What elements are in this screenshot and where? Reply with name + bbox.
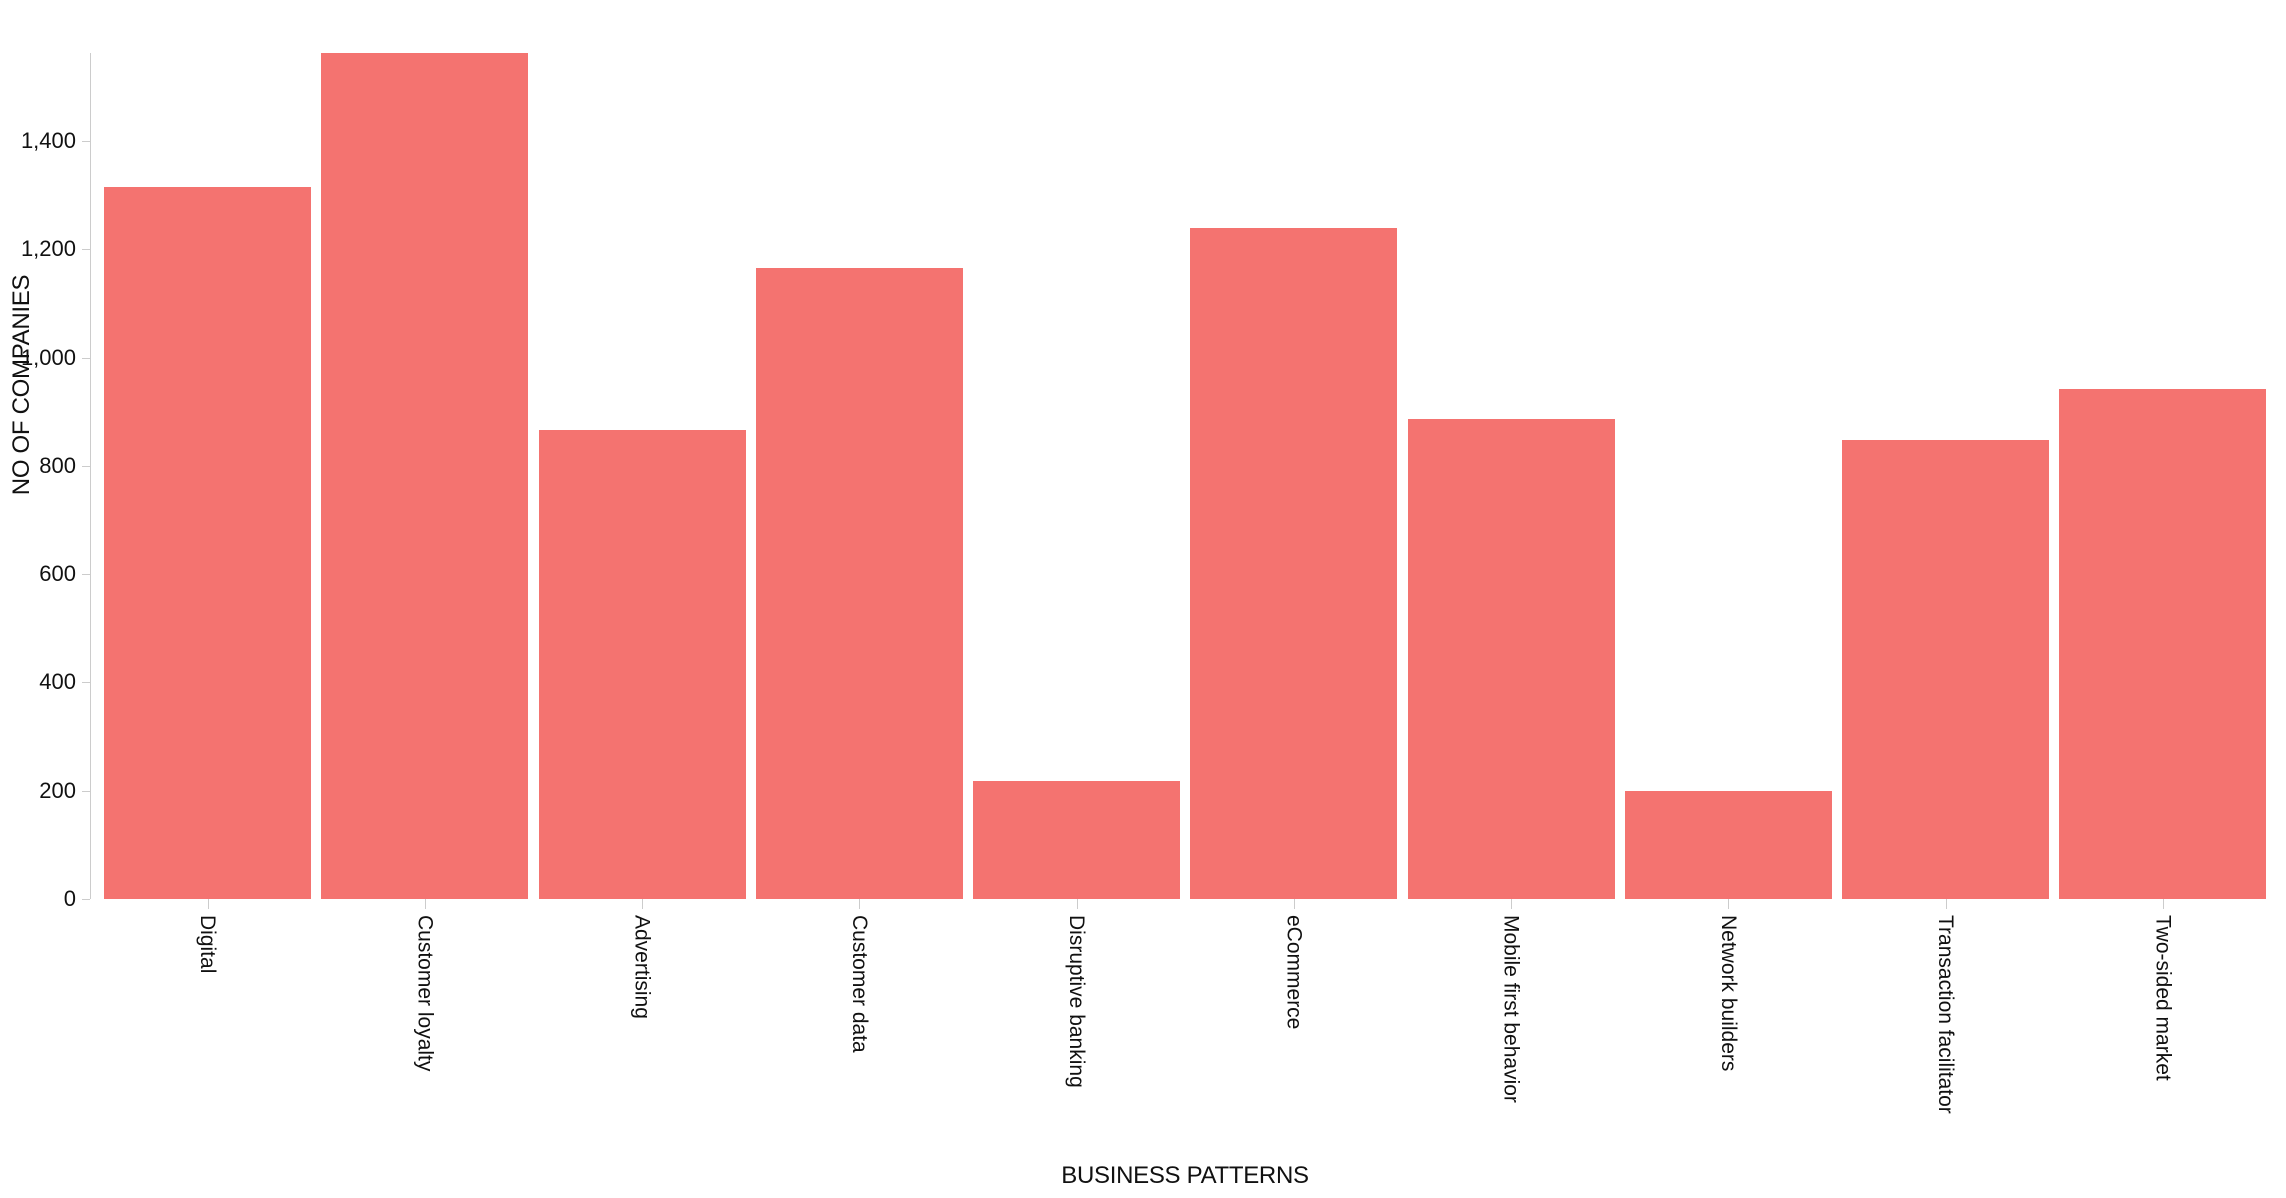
bar (973, 781, 1180, 899)
y-tick-label: 800 (39, 452, 76, 478)
bar (2059, 389, 2267, 899)
x-tick-mark (424, 899, 426, 909)
y-tick-mark (82, 249, 90, 251)
x-tick-mark (1728, 899, 1730, 909)
y-tick-mark (82, 790, 90, 792)
x-category-label: Advertising (630, 915, 654, 1019)
y-tick-mark (82, 357, 90, 359)
y-tick-label: 1,000 (20, 344, 76, 370)
x-tick-mark (1511, 899, 1512, 909)
x-tick-mark (859, 899, 861, 909)
x-category-label: eCommerce (1282, 915, 1306, 1030)
bar (1624, 790, 1832, 899)
y-tick-label: 1,400 (20, 128, 76, 154)
y-tick-label: 600 (39, 561, 76, 587)
bar (1842, 440, 2049, 899)
x-tick-mark (1945, 899, 1947, 909)
x-category-label: Transaction facilitator (1934, 915, 1957, 1114)
x-category-label: Two-sided market (2151, 915, 2175, 1081)
y-tick-mark (82, 574, 90, 576)
bar (1407, 418, 1615, 899)
bar (321, 53, 529, 899)
y-tick-label: 1,200 (20, 236, 76, 262)
bar (538, 430, 746, 899)
y-axis-domain-line (90, 53, 91, 899)
x-category-label: Mobile first behavior (1499, 915, 1523, 1103)
bar (104, 186, 311, 899)
y-tick-mark (82, 141, 90, 143)
x-category-label: Customer loyalty (413, 915, 437, 1072)
bar (755, 267, 963, 899)
x-tick-mark (207, 899, 209, 909)
x-axis-title: BUSINESS PATTERNS (1061, 1162, 1309, 1189)
x-category-label: Disruptive banking (1065, 915, 1088, 1088)
y-tick-mark (82, 465, 90, 467)
y-axis-title: NO OF COMPANIES (8, 274, 35, 496)
x-category-label: Customer data (847, 915, 871, 1053)
bar (1190, 228, 1398, 899)
x-tick-mark (1293, 899, 1295, 909)
y-tick-label: 400 (39, 669, 76, 695)
x-tick-mark (2162, 899, 2164, 909)
x-category-label: Digital (196, 915, 219, 974)
y-tick-mark (82, 682, 90, 684)
x-tick-mark (642, 899, 643, 909)
x-tick-mark (1076, 899, 1078, 909)
x-category-label: Network builders (1716, 915, 1740, 1072)
y-tick-label: 200 (39, 777, 76, 803)
y-tick-label: 0 (63, 886, 76, 911)
y-tick-mark (82, 899, 90, 900)
